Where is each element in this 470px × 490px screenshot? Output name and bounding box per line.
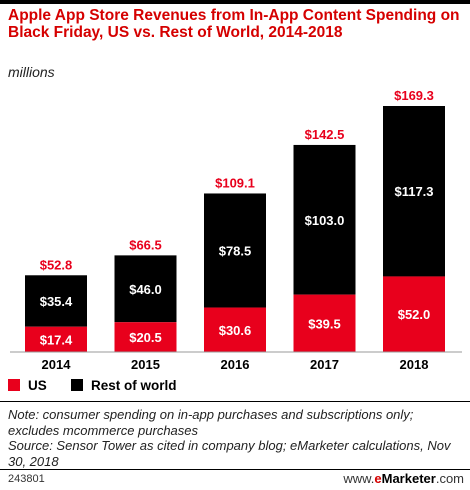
bar-us-2018 (383, 276, 445, 352)
legend-item-us: US (8, 378, 47, 393)
bar-rest-of-world-2014 (25, 275, 87, 327)
divider (0, 401, 470, 402)
footer-divider (0, 469, 470, 470)
bar-us-2014 (25, 326, 87, 352)
bar-rest-of-world-2017 (293, 144, 356, 295)
footnote: Note: consumer spending on in-app purcha… (8, 407, 466, 469)
data-label-rest-of-world-2016: $78.5 (219, 244, 252, 259)
total-label-2015: $66.5 (129, 237, 162, 252)
data-label-rest-of-world-2017: $103.0 (305, 213, 345, 228)
note-text: Note: consumer spending on in-app purcha… (8, 407, 414, 438)
x-tick-label-2016: 2016 (221, 357, 250, 370)
top-rule (0, 0, 470, 4)
source-text: Source: Sensor Tower as cited in company… (8, 438, 451, 469)
bar-rest-of-world-2016 (204, 193, 266, 308)
bar-us-2016 (204, 307, 266, 352)
brand-logo: www.eMarketer.com (343, 471, 464, 486)
total-label-2017: $142.5 (305, 127, 345, 142)
data-label-rest-of-world-2018: $117.3 (394, 184, 433, 199)
x-tick-label-2014: 2014 (42, 357, 72, 370)
total-label-2014: $52.8 (40, 257, 73, 272)
x-tick-label-2017: 2017 (310, 357, 339, 370)
legend-item-rest-of-world: Rest of world (71, 378, 177, 393)
data-label-us-2016: $30.6 (219, 323, 252, 338)
legend-swatch-rest-of-world (71, 379, 83, 391)
x-tick-label-2018: 2018 (400, 357, 429, 370)
data-label-us-2018: $52.0 (398, 307, 431, 322)
total-label-2016: $109.1 (215, 175, 255, 190)
data-label-us-2015: $20.5 (129, 330, 162, 345)
bar-rest-of-world-2015 (114, 255, 177, 323)
total-label-2018: $169.3 (394, 88, 434, 103)
chart-subtitle: millions (8, 64, 55, 80)
x-tick-label-2015: 2015 (131, 357, 160, 370)
legend-label-us: US (28, 378, 47, 393)
data-label-us-2017: $39.5 (308, 316, 341, 331)
legend-label-rest-of-world: Rest of world (91, 378, 177, 393)
bar-us-2017 (293, 294, 356, 352)
data-label-rest-of-world-2015: $46.0 (129, 282, 162, 297)
bar-rest-of-world-2018 (383, 106, 445, 277)
data-label-us-2014: $17.4 (40, 332, 73, 347)
legend-swatch-us (8, 379, 20, 391)
bar-chart: $17.4 $35.4 $52.8 2014 $20.5 $46.0 $66.5 2015 $3… (10, 88, 462, 370)
chart-title: Apple App Store Revenues from In-App Con… (8, 7, 460, 41)
chart-id: 243801 (8, 473, 45, 485)
bar-us-2015 (114, 322, 177, 352)
data-label-rest-of-world-2014: $35.4 (40, 294, 73, 309)
